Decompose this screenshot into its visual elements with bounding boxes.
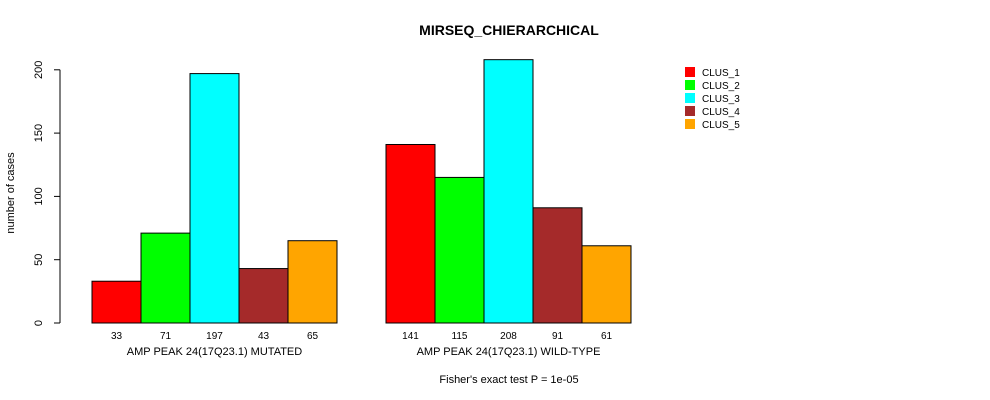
bar-value-label: 33 — [111, 331, 123, 342]
legend-label: CLUS_1 — [702, 68, 740, 79]
y-axis: 0 50 100 150 200 — [33, 61, 61, 326]
bar-value-label: 197 — [206, 331, 223, 342]
bar-value-label: 65 — [307, 331, 319, 342]
y-tick-label: 0 — [33, 320, 45, 326]
bar-value-label: 91 — [552, 331, 564, 342]
bar-value-labels: 33 71 197 43 65 141 115 208 91 61 — [111, 331, 613, 342]
chart-title: MIRSEQ_CHIERARCHICAL — [419, 22, 599, 38]
bar-clus-1-group-2 — [385, 143, 436, 324]
group-label-2: AMP PEAK 24(17Q23.1) WILD-TYPE — [417, 346, 601, 358]
bar-clus-5-group-2 — [581, 245, 632, 324]
y-tick-label: 50 — [33, 254, 45, 266]
legend-swatch-clus-4 — [685, 106, 695, 116]
legend-swatch-clus-3 — [685, 93, 695, 103]
legend-swatch-clus-1 — [685, 67, 695, 77]
legend-label: CLUS_2 — [702, 81, 740, 92]
bar-clus-2-group-2 — [434, 176, 485, 324]
bar-value-label: 71 — [160, 331, 172, 342]
y-tick-label: 200 — [33, 61, 45, 79]
bar-clus-2-group-1 — [140, 232, 191, 324]
group-label-1: AMP PEAK 24(17Q23.1) MUTATED — [127, 346, 303, 358]
fisher-test-footnote: Fisher's exact test P = 1e-05 — [439, 374, 578, 386]
bars — [91, 59, 632, 324]
y-tick-label: 100 — [33, 187, 45, 205]
bar-value-label: 115 — [452, 331, 468, 342]
bar-clus-3-group-2 — [483, 59, 534, 324]
bar-value-label: 61 — [601, 331, 613, 342]
legend-label: CLUS_5 — [702, 120, 740, 131]
bar-clus-5-group-1 — [287, 240, 338, 324]
y-axis-label: number of cases — [5, 152, 17, 234]
bar-clus-3-group-1 — [189, 73, 240, 324]
bar-value-label: 141 — [402, 331, 419, 342]
bar-value-label: 208 — [500, 331, 517, 342]
y-tick-label: 150 — [33, 124, 45, 142]
legend-swatch-clus-5 — [685, 119, 695, 129]
bar-clus-4-group-1 — [238, 268, 289, 324]
legend-swatch-clus-2 — [685, 80, 695, 90]
legend-label: CLUS_3 — [702, 94, 740, 105]
legend: CLUS_1 CLUS_2 CLUS_3 CLUS_4 CLUS_5 — [685, 67, 740, 131]
legend-label: CLUS_4 — [702, 107, 740, 118]
group-labels: AMP PEAK 24(17Q23.1) MUTATED AMP PEAK 24(… — [127, 346, 601, 358]
bar-clus-4-group-2 — [532, 207, 583, 324]
bar-clus-1-group-1 — [91, 280, 142, 324]
bar-value-label: 43 — [258, 331, 270, 342]
